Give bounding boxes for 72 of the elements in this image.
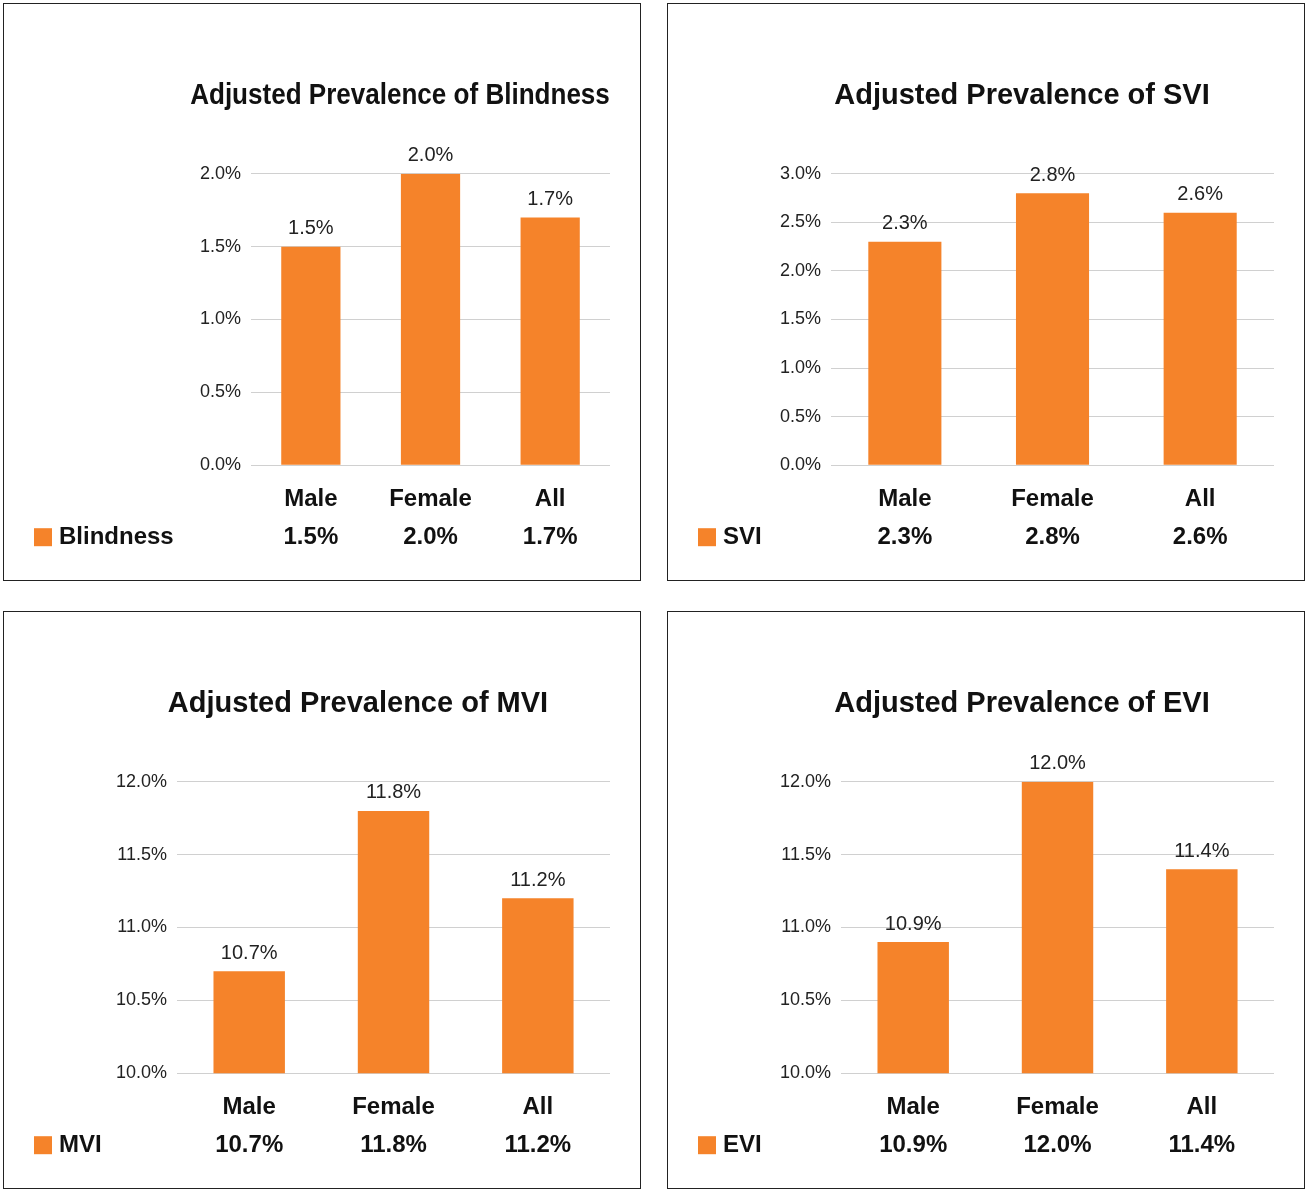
x-tick-label: Male [284, 484, 338, 512]
text: 11.2% [510, 867, 566, 890]
y-tick-label: 12.0% [115, 770, 168, 791]
y-tick-label: 10.0% [779, 1062, 832, 1083]
x-tick-label: Female [1016, 1092, 1099, 1120]
legend-label: EVI [723, 1129, 762, 1157]
y-tick-label: 2.5% [780, 211, 822, 232]
chart-title: Adjusted Prevalence of Blindness [190, 78, 610, 111]
chart-title: Adjusted Prevalence of EVI [834, 686, 1210, 719]
y-tick-label: 10.0% [115, 1062, 168, 1083]
y-tick-label: 10.5% [115, 989, 168, 1010]
y-tick-label: 0.5% [780, 405, 822, 426]
data-label: 12.0% [1023, 1129, 1092, 1157]
bar [281, 246, 341, 465]
y-tick-label: 1.5% [780, 308, 822, 329]
y-tick-label: 11.5% [781, 843, 832, 864]
y-tick-label: 2.0% [780, 259, 822, 280]
text: 11.4% [1174, 838, 1230, 861]
data-label: 11.2% [504, 1129, 572, 1157]
bar [1015, 193, 1090, 465]
y-tick-label: 1.0% [200, 308, 242, 329]
bar [400, 173, 461, 465]
x-tick-label: Female [1011, 484, 1094, 512]
y-tick-label: 1.0% [780, 357, 822, 378]
data-label: 11.8% [360, 1129, 427, 1157]
y-tick-label: 2.0% [200, 162, 242, 183]
data-label: 2.0% [403, 521, 458, 549]
text: 11.8% [365, 780, 422, 803]
x-tick-label: All [534, 484, 566, 512]
legend-label: MVI [59, 1129, 102, 1157]
text: 10.9% [884, 911, 942, 934]
bar [868, 241, 942, 465]
chart-title: Adjusted Prevalence of MVI [167, 686, 549, 719]
x-tick-label: All [1186, 1092, 1218, 1120]
bar [1163, 212, 1237, 465]
y-tick-label: 11.0% [781, 916, 832, 937]
y-tick-label: 12.0% [779, 770, 832, 791]
x-tick-label: Male [886, 1092, 940, 1120]
text: 2.6% [1177, 182, 1223, 205]
data-label: 10.7% [215, 1129, 284, 1157]
x-tick-label: All [1184, 484, 1216, 512]
text: 10.7% [220, 940, 278, 963]
y-tick-label: 0.5% [200, 381, 242, 402]
y-tick-label: 0.0% [200, 454, 242, 475]
x-tick-label: All [522, 1092, 554, 1120]
data-label: 1.7% [522, 521, 578, 549]
x-tick-label: Female [389, 484, 472, 512]
data-label: 11.4% [1168, 1129, 1236, 1157]
text: 1.5% [288, 216, 334, 239]
legend-label: SVI [723, 521, 762, 549]
text: 1.7% [527, 187, 573, 210]
data-label: 2.6% [1172, 521, 1228, 549]
data-label: 1.5% [283, 521, 339, 549]
y-tick-label: 10.5% [779, 989, 832, 1010]
x-tick-label: Female [352, 1092, 435, 1120]
y-tick-label: 0.0% [780, 454, 822, 475]
legend-label: Blindness [59, 521, 174, 549]
text: 2.8% [1029, 162, 1076, 185]
y-tick-label: 11.0% [117, 916, 168, 937]
bar [520, 217, 580, 465]
x-tick-label: Male [222, 1092, 276, 1120]
data-label: 2.8% [1025, 521, 1080, 549]
text: 2.3% [882, 211, 928, 234]
text: 2.0% [407, 143, 454, 166]
data-label: 2.3% [877, 521, 933, 549]
x-tick-label: Male [878, 484, 932, 512]
data-label: 10.9% [879, 1129, 948, 1157]
text: 12.0% [1029, 751, 1086, 774]
y-tick-label: 3.0% [780, 162, 822, 183]
y-tick-label: 11.5% [117, 843, 168, 864]
chart-title: Adjusted Prevalence of SVI [834, 78, 1210, 111]
y-tick-label: 1.5% [200, 235, 242, 256]
